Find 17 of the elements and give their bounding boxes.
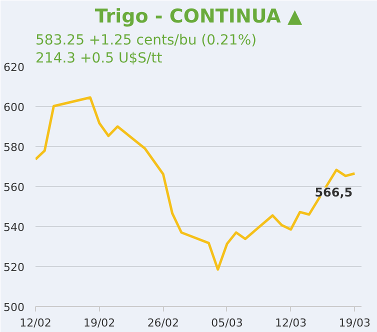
y-tick-label: 560: [4, 181, 25, 194]
chart-title: Trigo - CONTINUA ▲: [94, 6, 302, 28]
x-tick-label: 05/03: [211, 316, 243, 330]
x-tick-label: 12/03: [274, 316, 307, 330]
y-tick-label: 600: [4, 101, 25, 114]
annotation: 566,5: [314, 186, 353, 200]
x-tick-label: 26/02: [147, 316, 180, 330]
chart-subtitle: 583.25 +1.25 cents/bu (0.21%): [36, 32, 257, 48]
x-tick-label: 19/02: [83, 316, 116, 330]
y-tick-label: 540: [4, 221, 25, 234]
y-tick-label: 520: [4, 261, 25, 274]
y-tick-label: 580: [4, 141, 25, 154]
x-tick-label: 12/02: [20, 316, 52, 330]
annotation: 214.3 +0.5 U$S/tt: [36, 50, 163, 66]
x-tick-label: 19/03: [338, 316, 371, 330]
y-tick-label: 620: [4, 61, 25, 74]
y-tick-label: 500: [4, 301, 25, 314]
